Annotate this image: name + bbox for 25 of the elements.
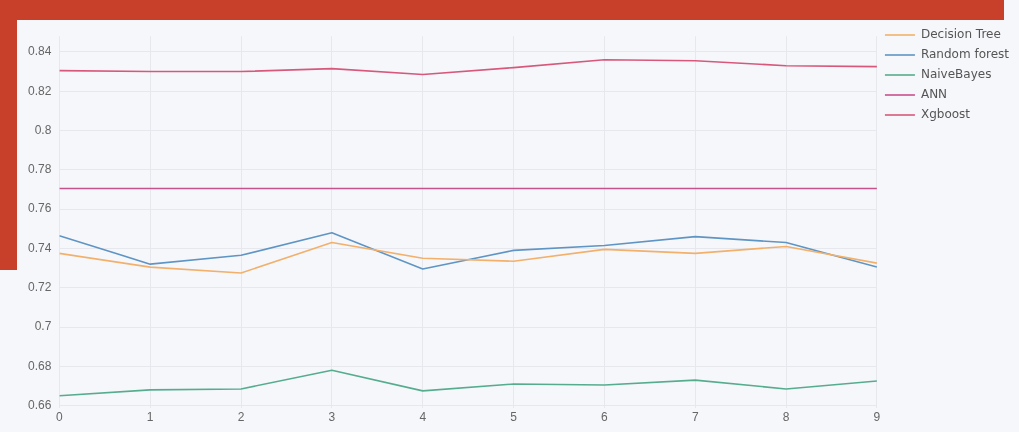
y-tick-label: 0.8 bbox=[34, 122, 52, 137]
y-tick-label: 0.74 bbox=[28, 240, 52, 255]
y-tick-label: 0.84 bbox=[28, 44, 52, 59]
y-tick-label: 0.76 bbox=[28, 201, 52, 216]
y-tick-label: 0.68 bbox=[28, 358, 52, 373]
x-tick-label: 0 bbox=[56, 410, 64, 425]
x-tick-label: 6 bbox=[601, 410, 609, 425]
y-tick-label: 0.66 bbox=[28, 397, 52, 412]
x-tick-label: 3 bbox=[328, 410, 336, 425]
x-tick-label: 9 bbox=[873, 410, 881, 425]
y-tick-label: 0.78 bbox=[28, 162, 52, 177]
x-tick-label: 7 bbox=[691, 410, 699, 425]
x-tick-label: 2 bbox=[237, 410, 245, 425]
y-tick-label: 0.72 bbox=[28, 280, 52, 295]
x-tick-label: 5 bbox=[510, 410, 518, 425]
legend-label: Xgboost bbox=[920, 107, 971, 122]
legend-label: NaiveBayes bbox=[920, 67, 992, 82]
y-tick-label: 0.7 bbox=[34, 319, 52, 334]
y-tick-label: 0.82 bbox=[28, 83, 52, 98]
legend-label: Decision Tree bbox=[920, 27, 1001, 42]
legend-label: Random forest bbox=[920, 47, 1010, 62]
x-tick-label: 4 bbox=[419, 410, 427, 425]
legend-label: ANN bbox=[920, 87, 948, 102]
x-tick-label: 8 bbox=[782, 410, 790, 425]
x-tick-label: 1 bbox=[146, 410, 154, 425]
